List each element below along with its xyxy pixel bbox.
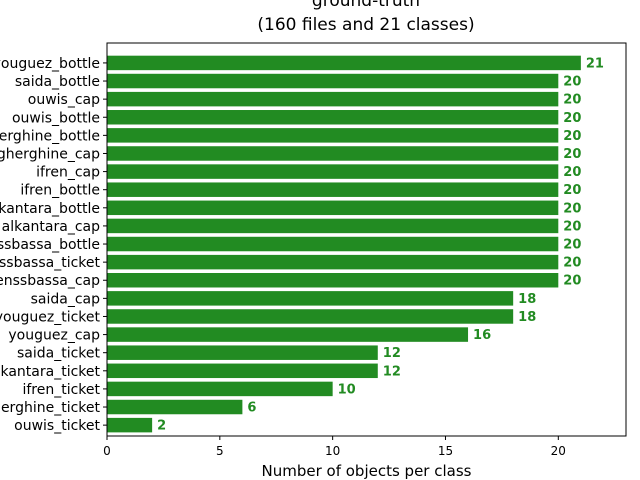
bar-value-label: 20 bbox=[563, 256, 581, 271]
x-tick-label: 15 bbox=[438, 444, 453, 458]
bar bbox=[107, 417, 153, 433]
bar bbox=[107, 164, 559, 179]
bar bbox=[107, 381, 333, 397]
bar bbox=[107, 218, 559, 234]
bar-value-label: 20 bbox=[563, 238, 581, 253]
bar bbox=[107, 128, 559, 143]
bar-value-label: 20 bbox=[563, 165, 581, 180]
bar-value-label: 12 bbox=[383, 364, 401, 379]
bar bbox=[107, 345, 378, 360]
y-tick-label: ifren_bottle bbox=[20, 183, 100, 199]
y-tick-label: ifren_cap bbox=[36, 165, 100, 181]
bar bbox=[107, 399, 243, 415]
bar bbox=[107, 291, 514, 306]
bar-value-label: 18 bbox=[518, 310, 536, 325]
bar-value-label: 20 bbox=[563, 147, 581, 162]
x-tick-label: 10 bbox=[325, 444, 340, 458]
y-tick-label: alkantara_ticket bbox=[0, 364, 100, 380]
y-tick-label: benssbassa_cap bbox=[0, 273, 100, 289]
bar-value-label: 20 bbox=[563, 75, 581, 90]
bar bbox=[107, 182, 559, 197]
y-tick-label: youguez_bottle bbox=[0, 56, 100, 72]
bar-value-label: 20 bbox=[563, 201, 581, 216]
bar bbox=[107, 254, 559, 270]
y-tick-label: ifren_ticket bbox=[22, 382, 100, 398]
bar-value-label: 12 bbox=[383, 346, 401, 361]
y-tick-label: ouwis_ticket bbox=[14, 418, 100, 434]
y-tick-label: saida_cap bbox=[31, 291, 101, 307]
bar-value-label: 6 bbox=[247, 401, 256, 416]
bar bbox=[107, 146, 559, 161]
bar bbox=[107, 309, 514, 324]
y-tick-label: youguez_ticket bbox=[0, 309, 101, 325]
bar bbox=[107, 327, 469, 342]
chart-title: ground-truth bbox=[311, 0, 421, 11]
y-tick-label: gherghine_bottle bbox=[0, 128, 100, 144]
bar bbox=[107, 200, 559, 216]
bar-value-label: 16 bbox=[473, 328, 491, 343]
bar-value-label: 20 bbox=[563, 219, 581, 234]
bar bbox=[107, 91, 559, 107]
bar-value-label: 20 bbox=[563, 274, 581, 289]
x-tick-label: 20 bbox=[551, 444, 566, 458]
bar-value-label: 20 bbox=[563, 129, 581, 144]
x-axis-label: Number of objects per class bbox=[261, 462, 472, 480]
y-tick-label: youguez_cap bbox=[8, 328, 100, 344]
x-tick-label: 0 bbox=[103, 444, 111, 458]
bar bbox=[107, 273, 559, 288]
y-tick-label: ouwis_bottle bbox=[12, 110, 100, 126]
bar-value-label: 18 bbox=[518, 292, 536, 307]
bar-value-label: 10 bbox=[338, 382, 356, 397]
chart-subtitle: (160 files and 21 classes) bbox=[257, 15, 475, 35]
y-tick-label: gherghine_cap bbox=[0, 146, 100, 162]
bar-value-label: 21 bbox=[586, 56, 604, 71]
plot-frame bbox=[106, 42, 627, 437]
y-tick-label: benssbassa_ticket bbox=[0, 255, 101, 271]
x-tick-label: 5 bbox=[216, 444, 224, 458]
y-tick-label: alkantara_bottle bbox=[0, 201, 100, 217]
bar-value-label: 20 bbox=[563, 111, 581, 126]
bar-value-label: 20 bbox=[563, 183, 581, 198]
bar-value-label: 20 bbox=[563, 93, 581, 108]
bar bbox=[107, 110, 559, 125]
bar bbox=[107, 73, 559, 89]
bar bbox=[107, 55, 581, 71]
y-tick-label: gherghine_ticket bbox=[0, 400, 101, 416]
y-tick-label: ouwis_cap bbox=[28, 92, 100, 108]
y-tick-label: saida_ticket bbox=[17, 346, 101, 362]
y-tick-label: alkantara_cap bbox=[2, 219, 100, 235]
bar bbox=[107, 236, 559, 252]
bar bbox=[107, 363, 378, 379]
y-tick-label: benssbassa_bottle bbox=[0, 237, 100, 253]
bar-value-label: 2 bbox=[157, 419, 166, 434]
y-tick-label: saida_bottle bbox=[15, 74, 100, 90]
